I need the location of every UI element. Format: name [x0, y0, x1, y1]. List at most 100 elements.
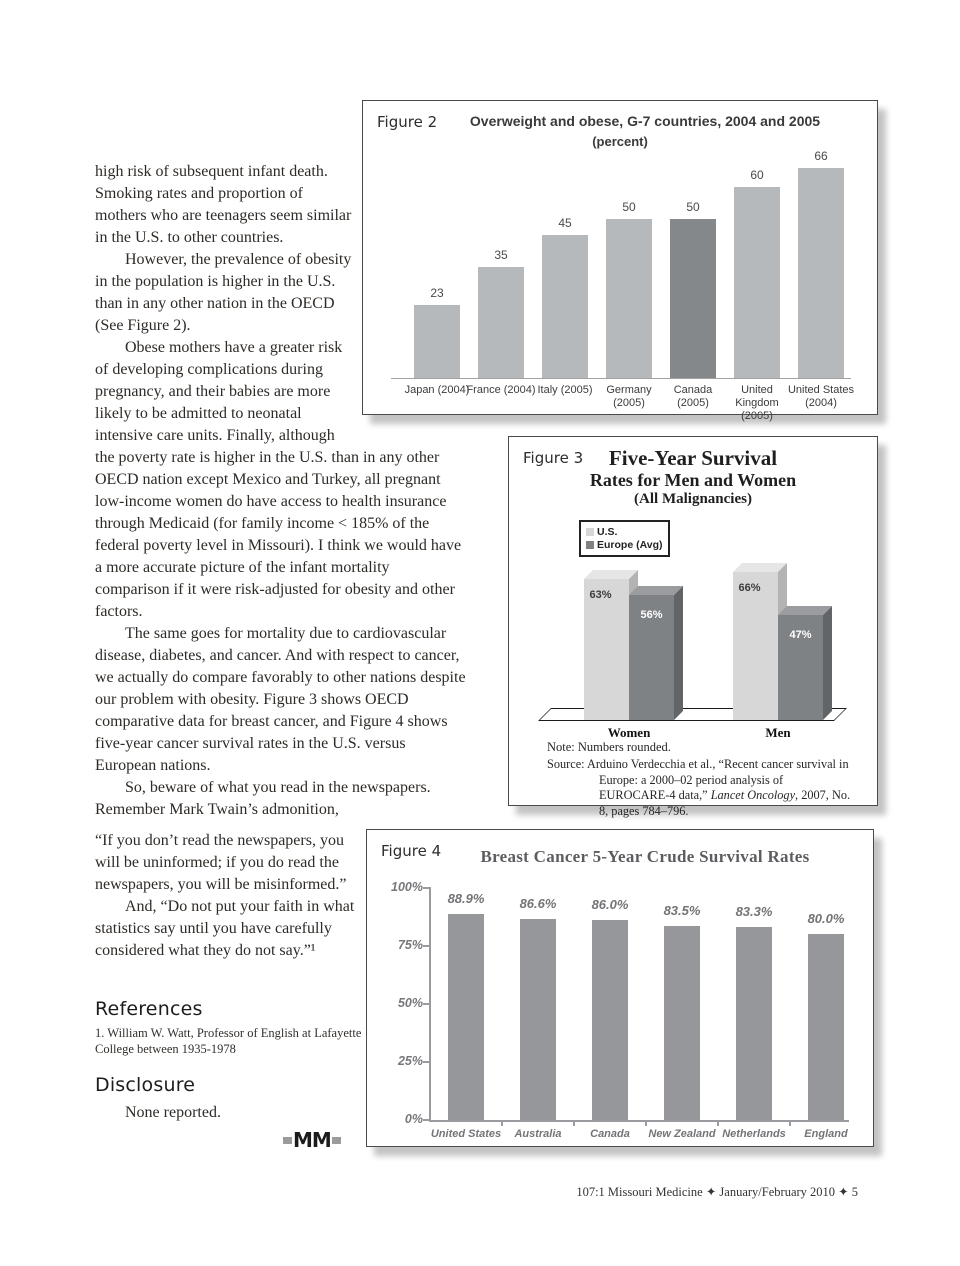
figure-3-note: Note: Numbers rounded. [547, 740, 671, 754]
bar-value-label: 47% [789, 629, 812, 641]
x-axis-tick [717, 1122, 719, 1126]
y-tick-label: 0% [404, 1112, 423, 1126]
bar [478, 267, 524, 378]
bar [584, 579, 629, 720]
europe-legend-label: Europe (Avg) [597, 539, 663, 551]
missouri-medicine-logo: MM [283, 1130, 341, 1150]
x-axis-tick [789, 1122, 791, 1126]
disclosure-heading: Disclosure [95, 1074, 196, 1096]
figure-2-chart: 23 Japan (2004) 35 France (2004) 45 Italy (20… [391, 149, 854, 422]
bar-value-label: 88.9% [447, 891, 485, 906]
bar-category-label: United States [430, 1128, 502, 1140]
disclosure-text: None reported. [125, 1104, 221, 1121]
figure-2-title: Overweight and obese, G-7 countries, 200… [469, 113, 821, 129]
bar-value-label: 60 [750, 168, 764, 182]
bar [414, 305, 460, 378]
y-axis-tick [423, 1061, 431, 1063]
bar-category-label: Australia [514, 1128, 562, 1140]
source-journal-name: Lancet Oncology [710, 788, 796, 802]
figure-3: Figure 3 Five-Year Survival Rates for Me… [508, 436, 878, 818]
bar [734, 187, 780, 378]
body-text-block-1: high risk of subsequent infant death. Sm… [95, 161, 357, 447]
legend-entry-europe: Europe (Avg) [586, 539, 663, 551]
body-text-block-3: “If you don’t read the newspapers, you w… [95, 830, 359, 962]
bar-category-label: United Kingdom (2005) [735, 384, 779, 422]
bar [808, 934, 844, 1120]
paragraph: high risk of subsequent infant death. Sm… [95, 163, 352, 246]
figure-4: Figure 4 Breast Cancer 5-Year Crude Surv… [366, 829, 874, 1147]
bar-value-label: 83.3% [735, 904, 773, 919]
bar [629, 595, 674, 720]
logo-right-bar [331, 1136, 341, 1144]
references-heading: References [95, 998, 203, 1020]
figure-3-chart: 63% 56% Women 66% 47% Men [509, 437, 877, 805]
figure-2: Figure 2 Overweight and obese, G-7 count… [362, 100, 878, 422]
figure-4-title: Breast Cancer 5-Year Crude Survival Rate… [480, 847, 810, 866]
reference-item: 1. William W. Watt, Professor of English… [95, 1026, 362, 1056]
y-axis-tick [423, 1003, 431, 1005]
figure-3-title-line-2: Rates for Men and Women [589, 470, 797, 490]
us-legend-swatch [586, 528, 594, 536]
europe-legend-swatch [586, 541, 594, 549]
bar-value-label: 80.0% [807, 911, 845, 926]
source-text-suffix: , 2007, No. 8, pages 784–796. [599, 788, 851, 818]
bar-category-label: New Zealand [648, 1128, 716, 1140]
x-axis-tick [501, 1122, 503, 1126]
paragraph: However, the prevalence of obesity in th… [95, 251, 352, 334]
bar-category-label: Canada (2005) [673, 384, 713, 409]
paragraph: The same goes for mortality due to cardi… [95, 625, 466, 774]
y-tick-label: 50% [397, 996, 423, 1010]
x-axis-tick [645, 1122, 647, 1126]
bar [520, 919, 556, 1120]
figure-2-subtitle: (percent) [592, 134, 648, 149]
bar-value-label: 66% [738, 582, 761, 594]
bar-value-label: 83.5% [663, 903, 701, 918]
paragraph: Obese mothers have a greater risk of dev… [95, 339, 343, 444]
y-tick-label: 100% [391, 880, 423, 894]
bar-category-label: Japan (2004) [404, 384, 470, 396]
bar [798, 168, 844, 378]
legend-entry-us: U.S. [586, 526, 663, 538]
bar [733, 572, 778, 720]
bar [670, 219, 716, 378]
y-axis-tick [423, 945, 431, 947]
bar-category-label: Germany (2005) [606, 384, 652, 409]
logo-left-bar [283, 1136, 292, 1144]
bar-category-label: England [804, 1128, 848, 1140]
bar [778, 615, 823, 720]
source-text: Source: Arduino Verdecchia et al., “Rece… [547, 757, 849, 802]
y-axis-tick [423, 887, 431, 889]
bar [448, 914, 484, 1120]
bar-value-label: 50 [622, 200, 636, 214]
bar-value-label: 35 [494, 248, 508, 262]
paragraph: And, “Do not put your faith in what stat… [95, 898, 355, 959]
figure-3-title-line-1: Five-Year Survival [608, 446, 778, 470]
bar [542, 235, 588, 378]
bar-value-label: 45 [558, 216, 572, 230]
y-axis-tick [423, 1119, 431, 1121]
bar [606, 219, 652, 378]
legend: U.S. Europe (Avg) [579, 520, 670, 557]
bar-category-label: Netherlands [722, 1128, 786, 1140]
bar-category-label: France (2004) [466, 384, 536, 396]
bar-value-label: 86.0% [591, 897, 629, 912]
x-axis-tick [573, 1122, 575, 1126]
bar-value-label: 56% [640, 609, 663, 621]
page-footer: 107:1 Missouri Medicine ✦ January/Februa… [576, 1185, 858, 1199]
bar-category-label: Men [765, 725, 791, 740]
y-tick-label: 25% [397, 1054, 423, 1068]
paragraph: the poverty rate is higher in the U.S. t… [95, 449, 462, 620]
figure-2-label: Figure 2 [377, 113, 438, 131]
bar [736, 927, 772, 1120]
bar-value-label: 86.6% [519, 896, 557, 911]
figure-3-source: Source: Arduino Verdecchia et al., “Rece… [547, 757, 855, 819]
references-section: References 1. William W. Watt, Professor… [95, 998, 380, 1124]
figure-4-label: Figure 4 [381, 842, 442, 860]
bar-category-label: United States (2004) [787, 384, 855, 409]
figure-4-chart: 100% 75% 50% 25% 0% 88.9% United States 86.6% Au… [391, 880, 849, 1140]
bar-category-label: Italy (2005) [537, 384, 593, 396]
us-legend-label: U.S. [597, 526, 618, 538]
figure-3-title-line-3: (All Malignancies) [634, 491, 752, 507]
figure-3-label: Figure 3 [523, 449, 584, 467]
